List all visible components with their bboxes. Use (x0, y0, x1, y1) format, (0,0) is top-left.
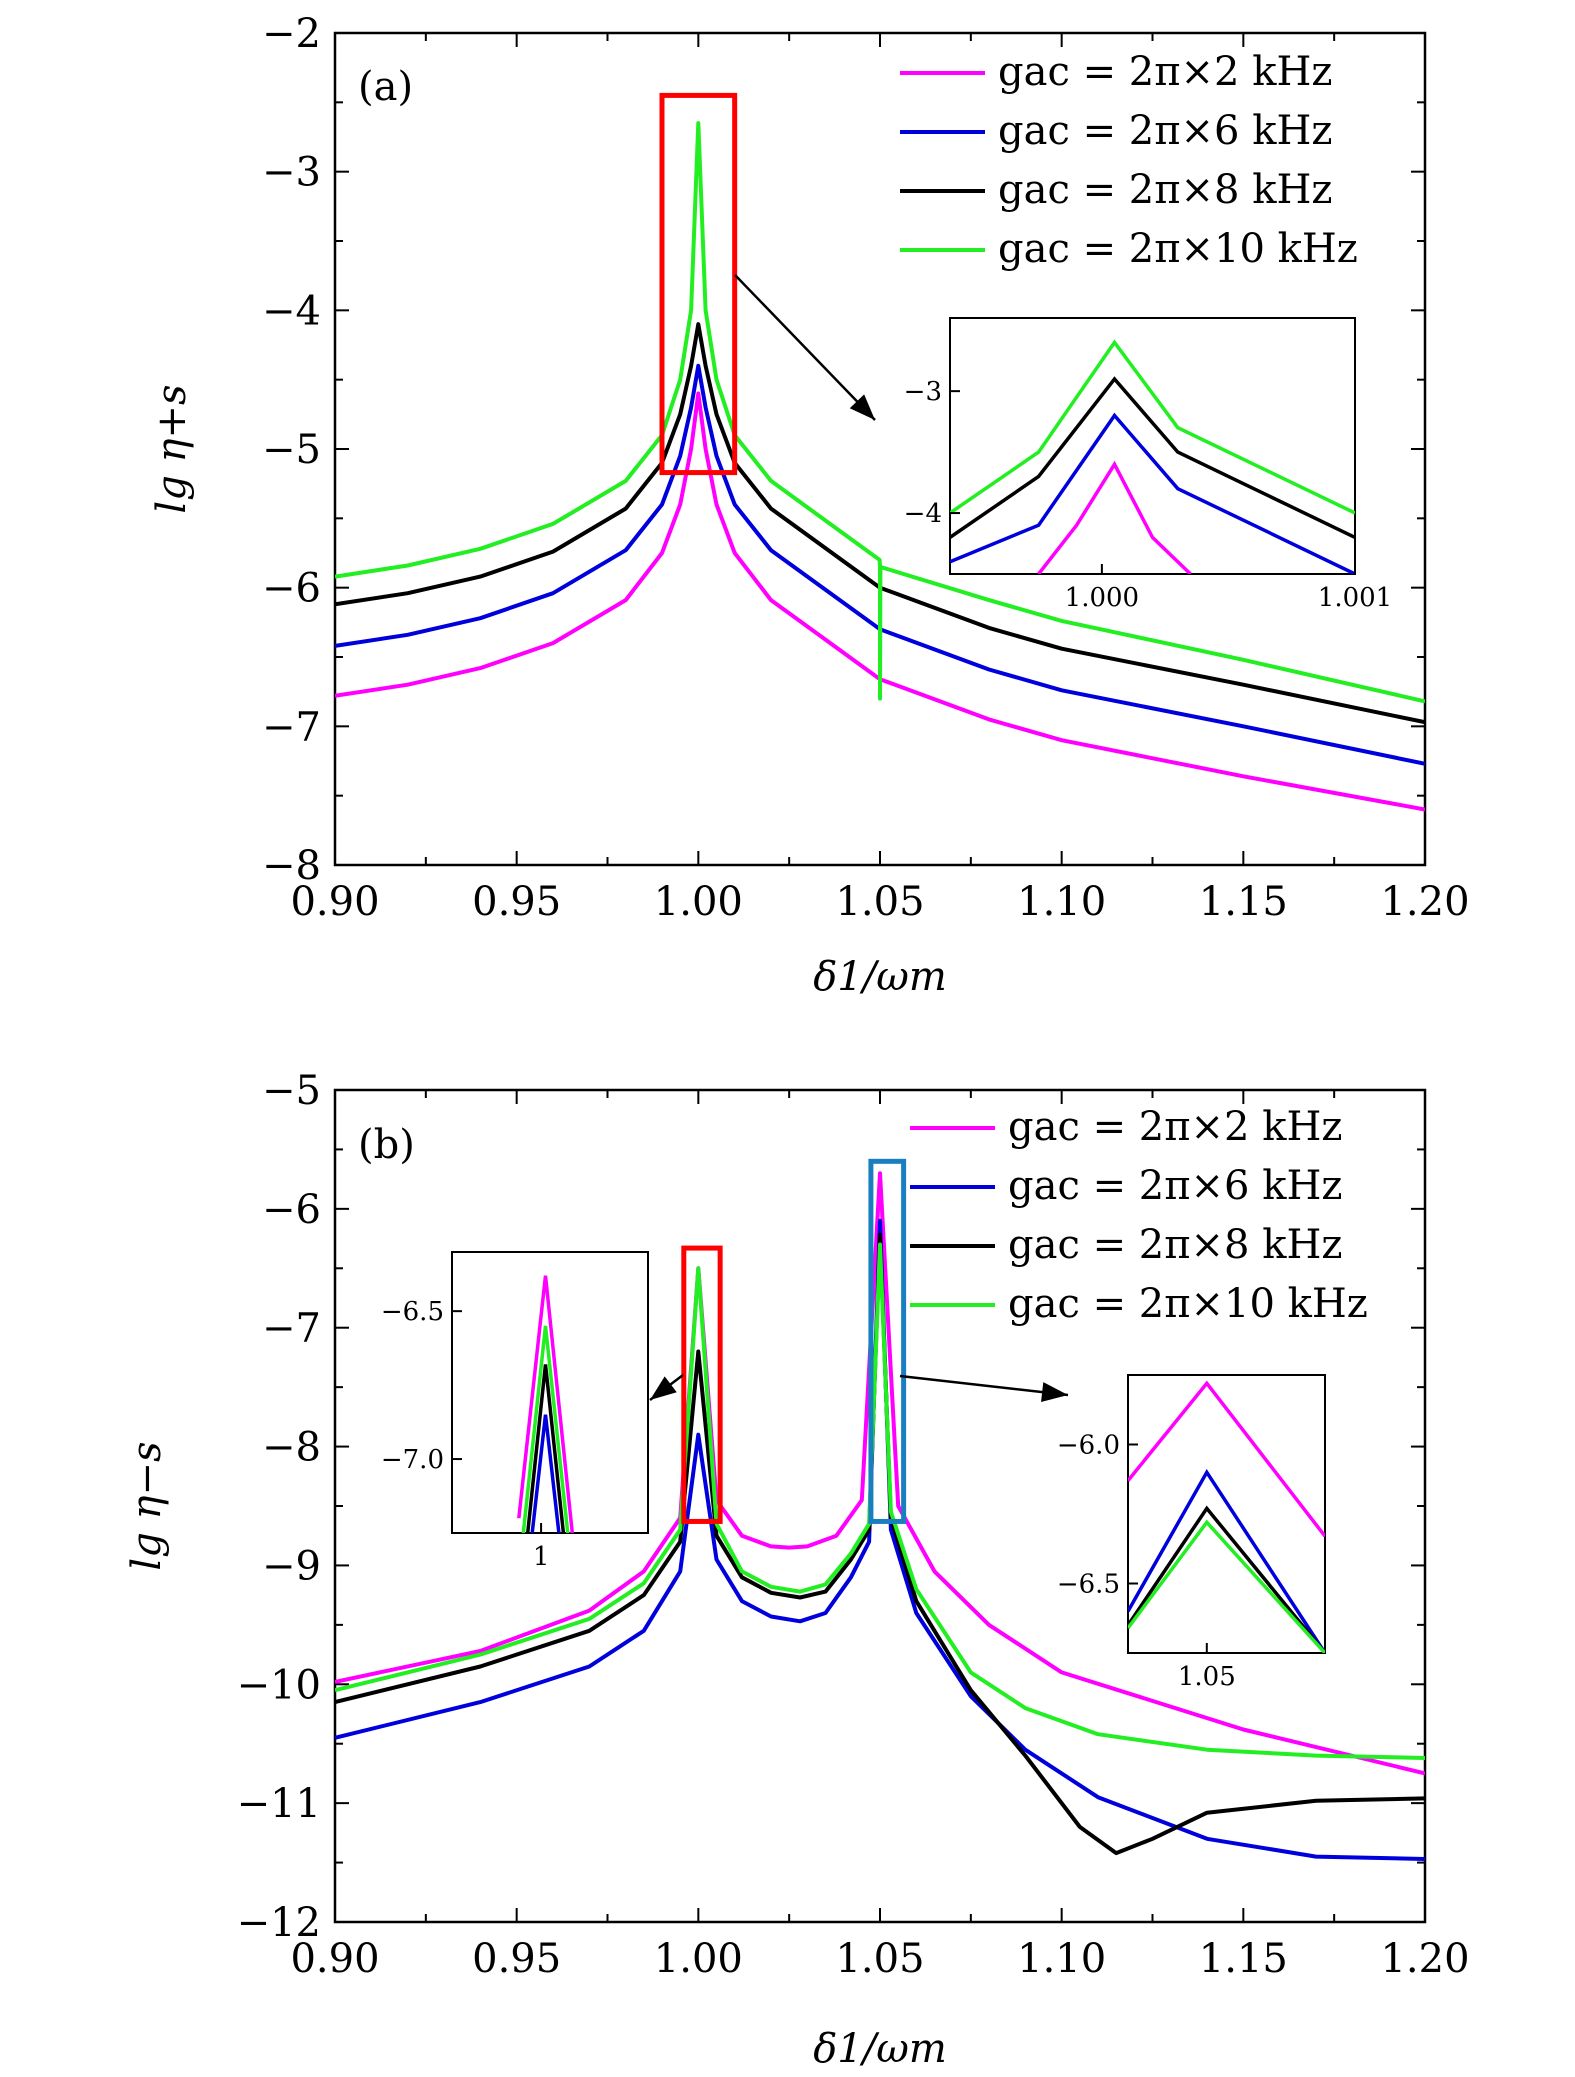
inset-series-line (1128, 1468, 1325, 1653)
legend-entry: gac = 2π×10 kHz (998, 226, 1358, 272)
inset-x-tick-label: 1 (533, 1542, 550, 1572)
y-tick-label: −6 (262, 1187, 321, 1233)
inset-y-tick-label: −3 (904, 377, 942, 407)
inset-y-tick-label: −6.5 (381, 1297, 444, 1327)
inset-frame (949, 317, 1356, 575)
x-axis-label: δ1/ωm (813, 954, 947, 1000)
y-tick-label: −8 (262, 843, 321, 889)
inset-series-line (517, 1275, 575, 1533)
legend-entry: gac = 2π×6 kHz (1008, 1163, 1342, 1209)
zoom-region-box (868, 1158, 907, 1524)
y-tick-label: −7 (262, 704, 321, 750)
y-tick-label: −8 (262, 1425, 321, 1471)
x-tick-label: 1.10 (1017, 879, 1106, 925)
inset-arrow-line (899, 1374, 1069, 1397)
inset-series-line (530, 1414, 561, 1533)
inset-y-tick-label: −6.5 (1057, 1570, 1120, 1600)
legend-entry: gac = 2π×10 kHz (1008, 1281, 1368, 1327)
series-line (335, 391, 1425, 812)
series-line (335, 322, 1425, 725)
x-tick-label: 1.20 (1380, 1936, 1469, 1982)
x-tick-label: 0.90 (290, 879, 379, 925)
inset-series-line (1128, 1519, 1325, 1653)
legend-entry: gac = 2π×8 kHz (1008, 1222, 1342, 1268)
panel-label: (a) (358, 64, 413, 110)
y-tick-label: −4 (262, 288, 321, 334)
y-tick-label: −2 (262, 11, 321, 57)
x-tick-label: 1.15 (1199, 879, 1288, 925)
inset-y-tick-label: −6.0 (1057, 1431, 1120, 1461)
y-tick-label: −5 (262, 1068, 321, 1114)
legend-entry: gac = 2π×2 kHz (1008, 1104, 1342, 1150)
legend-entry: gac = 2π×6 kHz (998, 108, 1332, 154)
inset-arrow-line (734, 274, 876, 421)
x-axis-label: δ1/ωm (813, 2026, 947, 2072)
legend-entry: gac = 2π×8 kHz (998, 167, 1332, 213)
inset-series-line (1128, 1380, 1325, 1538)
inset-series-line (525, 1364, 566, 1533)
inset-arrow-head (849, 394, 875, 420)
x-tick-label: 1.00 (654, 879, 743, 925)
series-line (335, 1218, 1425, 1861)
y-tick-label: −5 (262, 427, 321, 473)
series-line (335, 1233, 1425, 1856)
inset-series-line (950, 376, 1355, 539)
x-tick-label: 1.10 (1017, 1936, 1106, 1982)
inset-series-line (1037, 460, 1192, 574)
x-tick-label: 1.05 (835, 879, 924, 925)
inset-series-line (1128, 1505, 1325, 1653)
inset-y-tick-label: −4 (904, 499, 942, 529)
x-tick-label: 1.20 (1380, 879, 1469, 925)
inset-arrow-head (650, 1376, 677, 1400)
series-line (335, 1242, 1425, 1760)
series-line (335, 121, 1425, 704)
y-tick-label: −7 (262, 1306, 321, 1352)
x-tick-label: 1.05 (835, 1936, 924, 1982)
y-tick-label: −10 (237, 1662, 321, 1708)
y-axis-label: lg η+s (149, 384, 195, 513)
y-tick-label: −12 (237, 1900, 321, 1946)
panel-label: (b) (358, 1122, 415, 1168)
inset-frame (1127, 1374, 1326, 1654)
y-tick-label: −11 (237, 1781, 321, 1827)
inset-series-line (950, 339, 1355, 515)
inset-x-tick-label: 1.001 (1318, 583, 1392, 613)
x-tick-label: 0.95 (472, 879, 561, 925)
series-line (335, 363, 1425, 766)
y-axis-label: lg η−s (124, 1441, 170, 1570)
legend-entry: gac = 2π×2 kHz (998, 49, 1332, 95)
x-tick-label: 1.00 (654, 1936, 743, 1982)
panel-a: 0.90 0.95 1.00 1.05 1.10 1.15 1.20 −2 −3 −4 −5 −6 −7… (149, 11, 1470, 1000)
y-tick-label: −9 (262, 1543, 321, 1589)
zoom-region-box (659, 92, 738, 476)
y-tick-label: −3 (262, 150, 321, 196)
y-tick-label: −6 (262, 566, 321, 612)
panel-b: 0.90 0.95 1.00 1.05 1.10 1.15 1.20 −5 −6 −7 −8 −9 −1… (124, 1068, 1470, 2072)
x-tick-label: 0.90 (290, 1936, 379, 1982)
inset-x-tick-label: 1.05 (1178, 1662, 1236, 1692)
zoom-region-box (681, 1245, 723, 1524)
x-tick-label: 1.15 (1199, 1936, 1288, 1982)
series-line (335, 1171, 1425, 1776)
inset-arrow-head (1041, 1382, 1068, 1403)
inset-y-tick-label: −7.0 (381, 1445, 444, 1475)
inset-series-line (950, 412, 1355, 574)
inset-series-line (521, 1325, 570, 1533)
x-tick-label: 0.95 (472, 1936, 561, 1982)
inset-x-tick-label: 1.000 (1065, 583, 1139, 613)
